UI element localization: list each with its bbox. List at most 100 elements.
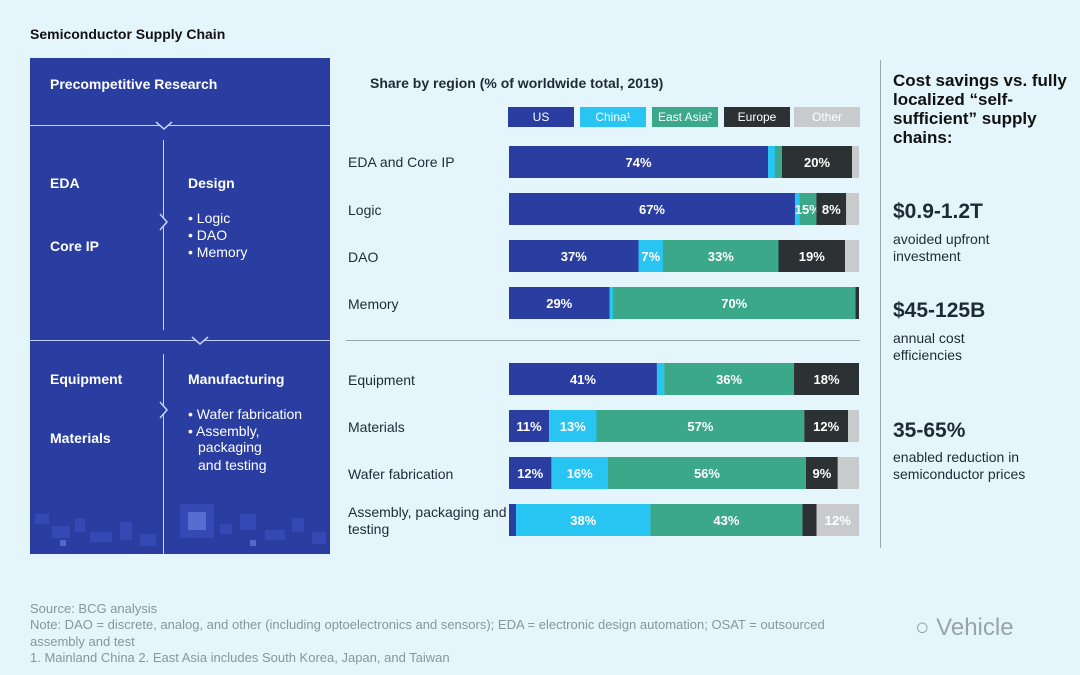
- bar-logic-other: [846, 193, 859, 225]
- design-item-logic: • Logic: [188, 210, 231, 226]
- bar-assembly-packaging-and-testing-europe: [802, 504, 817, 536]
- bar-eda-and-core-ip-us: [509, 146, 768, 178]
- bar-dao-other: [845, 240, 859, 272]
- bar-label-eda-and-core-ip-us: 74%: [625, 155, 651, 170]
- divider: [163, 140, 164, 330]
- page-title: Semiconductor Supply Chain: [30, 26, 226, 42]
- bar-dao-europe: [778, 240, 845, 272]
- row-label-assembly: Assembly, packaging and testing: [348, 504, 507, 537]
- watermark-text: Vehicle: [936, 614, 1014, 641]
- legend-item-europe: Europe: [724, 107, 790, 127]
- legend-item-us: US: [508, 107, 574, 127]
- bar-eda-and-core-ip-europe: [782, 146, 852, 178]
- manufacturing-item-testing: and testing: [198, 457, 267, 473]
- watermark: ○ Vehicle: [915, 614, 1014, 642]
- savings-desc-efficiencies: annual cost efficiencies: [893, 330, 965, 363]
- row-label-materials: Materials: [348, 419, 405, 435]
- bar-materials-us: [509, 410, 550, 442]
- bar-label-wafer-fabrication-china: 16%: [567, 466, 593, 481]
- bar-label-memory-us: 29%: [546, 296, 572, 311]
- bar-label-equipment-east-asia: 36%: [716, 372, 742, 387]
- bar-label-assembly-packaging-and-testing-other: 12%: [825, 513, 851, 528]
- bar-eda-and-core-ip-other: [852, 146, 859, 178]
- bar-materials-europe: [804, 410, 849, 442]
- savings-value-efficiencies: $45-125B: [893, 299, 986, 322]
- bar-logic-us: [509, 193, 795, 225]
- bar-equipment-china: [656, 363, 665, 395]
- savings-value-prices: 35-65%: [893, 419, 966, 442]
- bar-assembly-packaging-and-testing-east-asia: [650, 504, 803, 536]
- bar-equipment-europe: [794, 363, 859, 395]
- bar-dao-china: [638, 240, 663, 272]
- row-label-dao: DAO: [348, 249, 379, 265]
- core-ip-label: Core IP: [50, 238, 100, 254]
- bar-equipment-us: [509, 363, 657, 395]
- bar-label-logic-east-asia: 15%: [795, 202, 821, 217]
- bar-wafer-fabrication-us: [509, 457, 552, 489]
- legend-item-east-asia: East Asia²: [652, 107, 718, 127]
- bar-eda-and-core-ip-china: [768, 146, 775, 178]
- bar-label-dao-east-asia: 33%: [708, 249, 734, 264]
- bar-label-memory-east-asia: 70%: [721, 296, 747, 311]
- bar-memory-east-asia: [612, 287, 856, 319]
- source-note: Source: BCG analysis: [30, 601, 158, 616]
- bar-label-wafer-fabrication-us: 12%: [517, 466, 543, 481]
- definitions-note: Note: DAO = discrete, analog, and other …: [30, 617, 825, 632]
- bar-label-assembly-packaging-and-testing-china: 38%: [570, 513, 596, 528]
- bar-label-materials-east-asia: 57%: [687, 419, 713, 434]
- bar-eda-and-core-ip-east-asia: [775, 146, 782, 178]
- bar-label-dao-china: 7%: [641, 249, 660, 264]
- bar-label-equipment-europe: 18%: [814, 372, 840, 387]
- divider: [163, 354, 164, 554]
- bar-wafer-fabrication-other: [837, 457, 859, 489]
- wechat-icon: ○: [915, 614, 930, 641]
- savings-desc-prices: enabled reduction in semiconductor price…: [893, 449, 1026, 482]
- bar-label-wafer-fabrication-europe: 9%: [812, 466, 831, 481]
- bar-logic-europe: [816, 193, 847, 225]
- chart-title: Share by region (% of worldwide total, 2…: [370, 75, 664, 91]
- bar-logic-east-asia: [799, 193, 817, 225]
- row-label-eda-core-ip: EDA and Core IP: [348, 154, 455, 170]
- bar-label-materials-china: 13%: [560, 419, 586, 434]
- supply-chain-panel: Precompetitive Research EDA Core IP Desi…: [30, 58, 330, 554]
- chevron-down-icon: [191, 336, 209, 345]
- design-item-dao: • DAO: [188, 227, 228, 243]
- row-label-memory: Memory: [348, 296, 399, 312]
- manufacturing-label: Manufacturing: [188, 371, 285, 387]
- bar-label-dao-us: 37%: [561, 249, 587, 264]
- bar-label-wafer-fabrication-east-asia: 56%: [694, 466, 720, 481]
- bar-label-assembly-packaging-and-testing-east-asia: 43%: [713, 513, 739, 528]
- definitions-note-continued: assembly and test: [30, 634, 135, 649]
- bar-wafer-fabrication-east-asia: [607, 457, 806, 489]
- precompetitive-research-label: Precompetitive Research: [50, 76, 218, 92]
- equipment-label: Equipment: [50, 371, 123, 387]
- bar-equipment-east-asia: [664, 363, 795, 395]
- footnotes: 1. Mainland China 2. East Asia includes …: [30, 650, 450, 665]
- bar-label-materials-us: 11%: [516, 419, 542, 434]
- section-divider: [346, 340, 860, 341]
- bar-assembly-packaging-and-testing-us: [509, 504, 517, 536]
- row-label-wafer-fabrication: Wafer fabrication: [348, 466, 454, 482]
- materials-label: Materials: [50, 430, 111, 446]
- bar-label-logic-europe: 8%: [822, 202, 841, 217]
- bar-assembly-packaging-and-testing-china: [516, 504, 651, 536]
- bar-materials-china: [549, 410, 597, 442]
- divider: [30, 125, 330, 126]
- legend-item-other: Other: [794, 107, 860, 127]
- bar-memory-china: [609, 287, 613, 319]
- savings-value-investment: $0.9-1.2T: [893, 200, 983, 223]
- design-label: Design: [188, 175, 235, 191]
- bar-materials-other: [848, 410, 859, 442]
- bar-memory-europe: [855, 287, 859, 319]
- bar-label-materials-europe: 12%: [813, 419, 839, 434]
- divider: [30, 340, 330, 341]
- bar-label-logic-us: 67%: [639, 202, 665, 217]
- chevron-down-icon: [155, 121, 173, 130]
- legend-item-china: China¹: [580, 107, 646, 127]
- bar-assembly-packaging-and-testing-other: [816, 504, 859, 536]
- chevron-right-icon: [159, 213, 168, 231]
- chevron-right-icon: [159, 401, 168, 419]
- bar-materials-east-asia: [596, 410, 805, 442]
- bar-dao-east-asia: [663, 240, 779, 272]
